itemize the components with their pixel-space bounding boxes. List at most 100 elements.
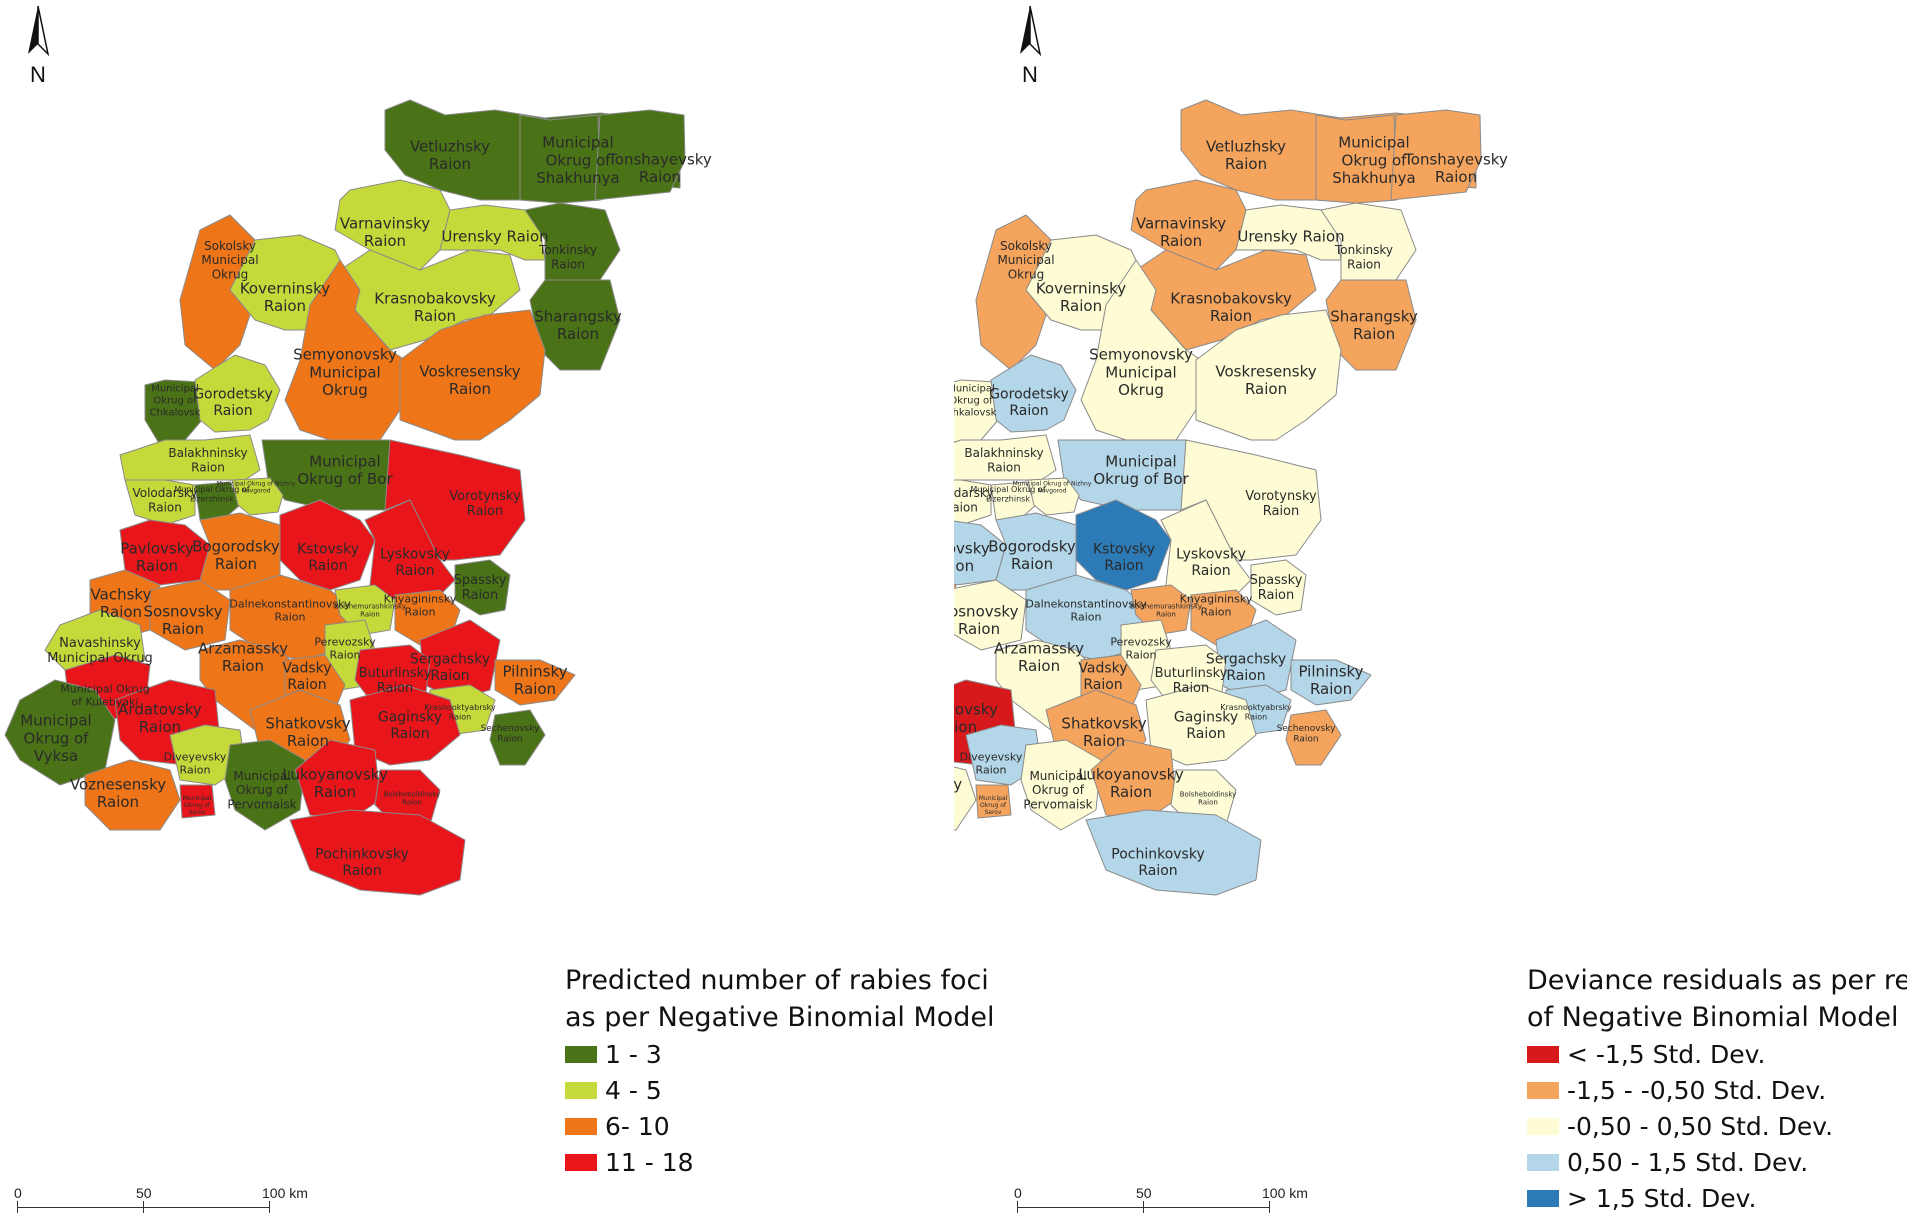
residuals-region-voznesensky-raion[interactable] — [954, 760, 977, 831]
foci-region-sharangsky-raion[interactable] — [529, 279, 621, 371]
region-label-municipal-okrug-of-bor: Municipal Okrug of Bor — [1093, 452, 1189, 488]
foci-region-sechenovsky-raion[interactable] — [489, 709, 546, 766]
region-label-krasnooktyabrsky-raion: Krasnooktyabrsky Raion — [424, 703, 496, 721]
region-label-sharangsky-raion: Sharangsky Raion — [534, 307, 622, 343]
region-label-voskresensky-raion: Voskresensky Raion — [1215, 362, 1316, 398]
region-label-gorodetsky-raion: Gorodetsky Raion — [193, 387, 273, 420]
residuals-region-tonshayevsky-raion[interactable] — [1390, 109, 1482, 201]
residuals-region-balakhninsky-raion[interactable] — [954, 434, 1057, 481]
foci-region-municipal-okrug-of-sarov[interactable] — [179, 784, 216, 819]
residuals-region-volodarsky-raion[interactable] — [954, 479, 992, 526]
foci-region-urensky-raion[interactable] — [439, 204, 546, 261]
region-label-varnavinsky-raion: Varnavinsky Raion — [340, 214, 430, 250]
foci-region-sosnovsky-raion[interactable] — [149, 579, 231, 651]
foci-region-kstovsky-raion[interactable] — [279, 499, 376, 591]
foci-region-gorodetsky-raion[interactable] — [194, 354, 281, 433]
region-label-vorotynsky-raion: Vorotynsky Raion — [449, 489, 521, 519]
legend-title-line2: of Negative Binomial Model — [1527, 1002, 1899, 1033]
region-label-sechenovsky-raion: Sechenovsky Raion — [481, 724, 541, 745]
region-label-krasnooktyabrsky-raion: Krasnooktyabrsky Raion — [1220, 703, 1292, 721]
foci-region-pochinkovsky-raion[interactable] — [289, 809, 466, 896]
residuals-region-municipal-okrug-of-pervomaisk[interactable] — [1020, 739, 1102, 831]
legend-title-line1: Predicted number of rabies foci — [565, 965, 989, 996]
residuals-region-spassky-raion[interactable] — [1250, 559, 1307, 616]
region-label-sokolsky-municipal-okrug: Sokolsky Municipal Okrug — [997, 239, 1054, 281]
residuals-region-voskresensky-raion[interactable] — [1195, 309, 1342, 441]
foci-region-municipal-okrug-of-dzerzhinsk[interactable] — [194, 481, 241, 521]
region-label-municipal-okrug-of-pervomaisk: Municipal Okrug of Pervomaisk — [227, 769, 296, 811]
residuals-region-sechenovsky-raion[interactable] — [1285, 709, 1342, 766]
foci-region-municipal-okrug-of-nizhny-novgorod[interactable] — [231, 477, 284, 516]
region-label-arzamassky-raion: Arzamassky Raion — [994, 639, 1084, 675]
region-label-diveyevsky-raion: Diveyevsky Raion — [960, 750, 1023, 776]
residuals-region-sharangsky-raion[interactable] — [1325, 279, 1417, 371]
foci-region-voskresensky-raion[interactable] — [399, 309, 546, 441]
region-label-tonkinsky-raion: Tonkinsky Raion — [538, 243, 597, 271]
region-label-koverninsky-raion: Koverninsky Raion — [1036, 279, 1126, 315]
region-label-tonshayevsky-raion: Tonshayevsky Raion — [607, 150, 712, 186]
foci-region-spassky-raion[interactable] — [454, 559, 511, 616]
foci-legend-item: 1 - 3 — [565, 1036, 995, 1072]
residuals-region-municipal-okrug-of-nizhny-novgorod[interactable] — [1027, 477, 1080, 516]
foci-region-sokolsky-municipal-okrug[interactable] — [179, 214, 256, 371]
residuals-region-urensky-raion[interactable] — [1235, 204, 1342, 261]
foci-region-municipal-okrug-of-chkalovsk[interactable] — [144, 379, 203, 446]
foci-region-tonshayevsky-raion[interactable] — [594, 109, 686, 201]
region-label-vorotynsky-raion: Vorotynsky Raion — [1245, 489, 1317, 519]
legend-label: < -1,5 Std. Dev. — [1567, 1039, 1766, 1069]
residuals-region-sokolsky-municipal-okrug[interactable] — [975, 214, 1052, 371]
legend-title-line1: Deviance residuals as per results — [1527, 965, 1907, 996]
foci-region-volodarsky-raion[interactable] — [124, 479, 196, 526]
residuals-region-municipal-okrug-of-dzerzhinsk[interactable] — [990, 481, 1037, 521]
region-label-gaginsky-raion: Gaginsky Raion — [1174, 710, 1238, 743]
region-label-kstovsky-raion: Kstovsky Raion — [297, 542, 359, 575]
scale-tick-label: 100 km — [262, 1185, 308, 1201]
deviance-residuals-legend: Deviance residuals as per results of Neg… — [1527, 962, 1907, 1216]
foci-region-municipal-okrug-of-pervomaisk[interactable] — [224, 739, 306, 831]
region-label-bogorodsky-raion: Bogorodsky Raion — [988, 537, 1076, 573]
residuals-legend-item: > 1,5 Std. Dev. — [1527, 1180, 1907, 1216]
predicted-foci-legend: Predicted number of rabies foci as per N… — [565, 962, 995, 1180]
residuals-region-gorodetsky-raion[interactable] — [990, 354, 1077, 433]
legend-swatch — [565, 1081, 597, 1099]
residuals-region-municipal-okrug-of-chkalovsk[interactable] — [954, 379, 999, 446]
region-label-sharangsky-raion: Sharangsky Raion — [1330, 307, 1418, 343]
region-label-krasnobakovsky-raion: Krasnobakovsky Raion — [1170, 289, 1292, 325]
foci-legend-item: 6- 10 — [565, 1108, 995, 1144]
residuals-region-pilninsky-raion[interactable] — [1290, 659, 1372, 706]
region-label-shatkovsky-raion: Shatkovsky Raion — [265, 714, 350, 750]
region-label-lukoyanovsky-raion: Lukoyanovsky Raion — [1078, 765, 1184, 801]
region-label-krasnobakovsky-raion: Krasnobakovsky Raion — [374, 289, 496, 325]
residuals-region-tonkinsky-raion[interactable] — [1320, 202, 1417, 281]
residuals-region-vorotynsky-raion[interactable] — [1180, 439, 1322, 561]
region-label-pilninsky-raion: Pilninsky Raion — [502, 662, 567, 698]
foci-region-tonkinsky-raion[interactable] — [524, 202, 621, 281]
deviance-residuals-map: Vetluzhsky Raion Municipal Okrug of Shakhuny… — [954, 99, 1508, 896]
region-label-municipal-okrug-of-shakhunya: Municipal Okrug of Shakhunya — [536, 134, 620, 187]
foci-region-voznesensky-raion[interactable] — [84, 759, 181, 831]
region-label-spassky-raion: Spassky Raion — [1250, 573, 1303, 603]
legend-swatch — [1527, 1117, 1559, 1135]
region-label-sergachsky-raion: Sergachsky Raion — [1206, 652, 1286, 685]
foci-region-vorotynsky-raion[interactable] — [384, 439, 526, 561]
north-arrow-icon: N — [1010, 4, 1050, 87]
residuals-region-sosnovsky-raion[interactable] — [954, 579, 1027, 651]
residuals-region-municipal-okrug-of-sarov[interactable] — [975, 784, 1012, 819]
region-label-shatkovsky-raion: Shatkovsky Raion — [1061, 714, 1146, 750]
residuals-region-kstovsky-raion[interactable] — [1075, 499, 1172, 591]
region-label-arzamassky-raion: Arzamassky Raion — [198, 639, 288, 675]
region-label-bolshemurashkinsky-raion: Bolshemurashkinsky Raion — [334, 602, 406, 618]
foci-legend-item: 11 - 18 — [565, 1144, 995, 1180]
legend-label: 6- 10 — [605, 1111, 670, 1141]
region-label-perevozsky-raion: Perevozsky Raion — [314, 635, 376, 661]
residuals-region-pochinkovsky-raion[interactable] — [1085, 809, 1262, 896]
residuals-legend-item: < -1,5 Std. Dev. — [1527, 1036, 1907, 1072]
foci-region-pilninsky-raion[interactable] — [494, 659, 576, 706]
